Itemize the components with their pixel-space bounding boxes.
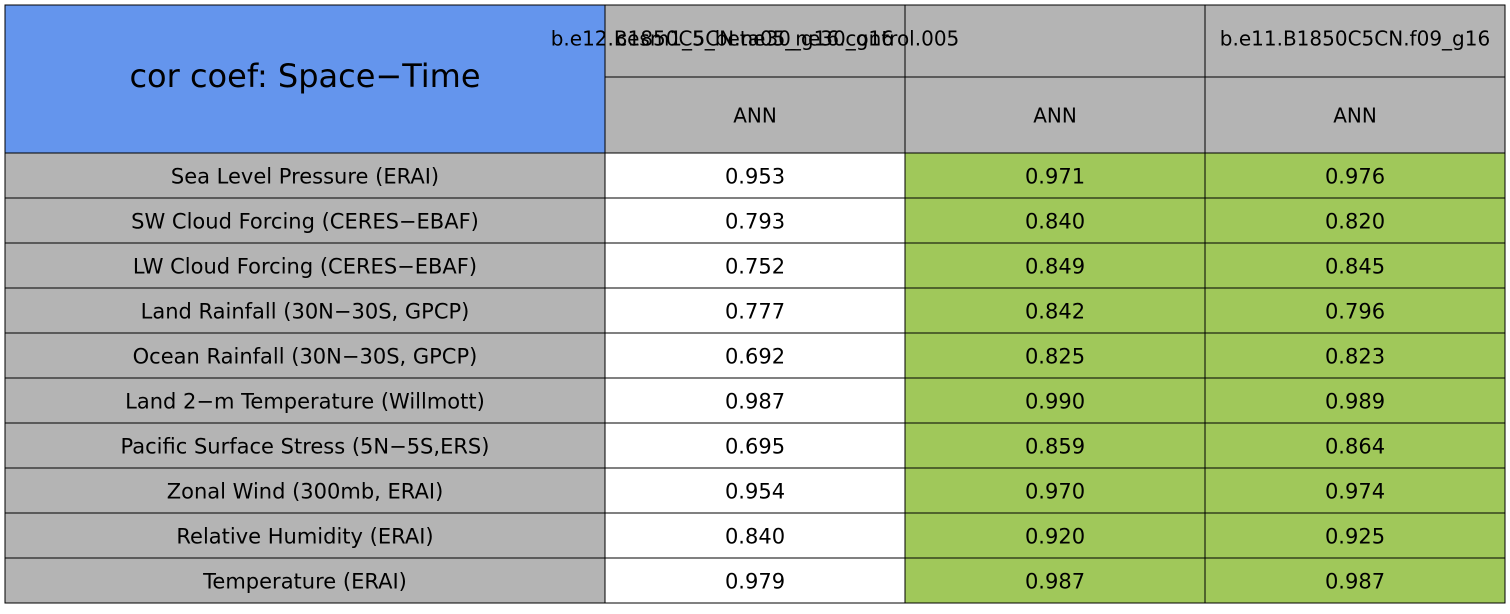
row-label-cell xyxy=(4,197,606,244)
header-cell xyxy=(604,4,1506,78)
subheader-cell xyxy=(904,76,1206,154)
value: 0.971 xyxy=(1025,165,1085,189)
row-label: Zonal Wind (300mb, ERAI) xyxy=(167,480,444,504)
value: 0.842 xyxy=(1025,300,1085,324)
value: 0.793 xyxy=(725,210,785,234)
column-header: b.e12.B1850C5CN.ne30_g16.control.005 xyxy=(551,27,960,51)
value: 0.953 xyxy=(725,165,785,189)
value: 0.859 xyxy=(1025,435,1085,459)
value: 0.920 xyxy=(1025,525,1085,549)
value-cell xyxy=(1204,242,1506,289)
row-label-cell xyxy=(4,332,606,379)
value: 0.987 xyxy=(1325,570,1385,594)
value-cell xyxy=(604,377,906,424)
value: 0.987 xyxy=(1025,570,1085,594)
value-cell xyxy=(604,152,906,199)
value-cell xyxy=(604,287,906,334)
value: 0.840 xyxy=(725,525,785,549)
row-label: Sea Level Pressure (ERAI) xyxy=(171,165,439,189)
value: 0.925 xyxy=(1325,525,1385,549)
value: 0.825 xyxy=(1025,345,1085,369)
value-cell xyxy=(1204,332,1506,379)
column-subheader: ANN xyxy=(1033,104,1077,128)
value: 0.796 xyxy=(1325,300,1385,324)
value: 0.990 xyxy=(1025,390,1085,414)
value: 0.695 xyxy=(725,435,785,459)
value-cell xyxy=(604,197,906,244)
value: 0.823 xyxy=(1325,345,1385,369)
value: 0.845 xyxy=(1325,255,1385,279)
row-label: Relative Humidity (ERAI) xyxy=(176,525,433,549)
value-cell xyxy=(904,287,1206,334)
value-cell xyxy=(604,242,906,289)
column-header: b.e11.B1850C5CN.f09_g16 xyxy=(1220,27,1490,51)
value: 0.970 xyxy=(1025,480,1085,504)
column-subheader: ANN xyxy=(1333,104,1377,128)
row-label: Temperature (ERAI) xyxy=(202,570,407,594)
column-header: cesm1_5_beta05_ne30_g16 xyxy=(616,27,894,51)
value-cell xyxy=(604,512,906,559)
row-label: Land Rainfall (30N−30S, GPCP) xyxy=(141,300,470,324)
row-label-cell xyxy=(4,152,606,199)
value-cell xyxy=(1204,557,1506,604)
value: 0.777 xyxy=(725,300,785,324)
value-cell xyxy=(904,332,1206,379)
row-label: SW Cloud Forcing (CERES−EBAF) xyxy=(131,210,479,234)
value-cell xyxy=(1204,377,1506,424)
row-label-cell xyxy=(4,422,606,469)
value-cell xyxy=(1204,467,1506,514)
value: 0.849 xyxy=(1025,255,1085,279)
subheader-cell xyxy=(604,76,906,154)
value-cell xyxy=(1204,287,1506,334)
value: 0.974 xyxy=(1325,480,1385,504)
row-label-cell xyxy=(4,557,606,604)
row-label: Pacific Surface Stress (5N−5S,ERS) xyxy=(121,435,490,459)
value-cell xyxy=(904,557,1206,604)
row-label-cell xyxy=(4,242,606,289)
value-cell xyxy=(1204,512,1506,559)
value: 0.954 xyxy=(725,480,785,504)
value-cell xyxy=(1204,152,1506,199)
value: 0.820 xyxy=(1325,210,1385,234)
value: 0.989 xyxy=(1325,390,1385,414)
value: 0.692 xyxy=(725,345,785,369)
value-cell xyxy=(904,242,1206,289)
value-cell xyxy=(1204,197,1506,244)
value: 0.752 xyxy=(725,255,785,279)
value: 0.976 xyxy=(1325,165,1385,189)
row-label-cell xyxy=(4,287,606,334)
row-label-cell xyxy=(4,512,606,559)
value: 0.840 xyxy=(1025,210,1085,234)
subheader-cell xyxy=(1204,76,1506,154)
value: 0.987 xyxy=(725,390,785,414)
row-label: Ocean Rainfall (30N−30S, GPCP) xyxy=(133,345,478,369)
value: 0.979 xyxy=(725,570,785,594)
value-cell xyxy=(604,557,906,604)
row-label: Land 2−m Temperature (Willmott) xyxy=(125,390,485,414)
table-title: cor coef: Space−Time xyxy=(129,57,480,95)
column-subheader: ANN xyxy=(733,104,777,128)
row-label-cell xyxy=(4,377,606,424)
title-cell xyxy=(4,4,606,154)
row-label: LW Cloud Forcing (CERES−EBAF) xyxy=(133,255,477,279)
row-label-cell xyxy=(4,467,606,514)
value-cell xyxy=(904,377,1206,424)
value-cell xyxy=(604,467,906,514)
value: 0.864 xyxy=(1325,435,1385,459)
